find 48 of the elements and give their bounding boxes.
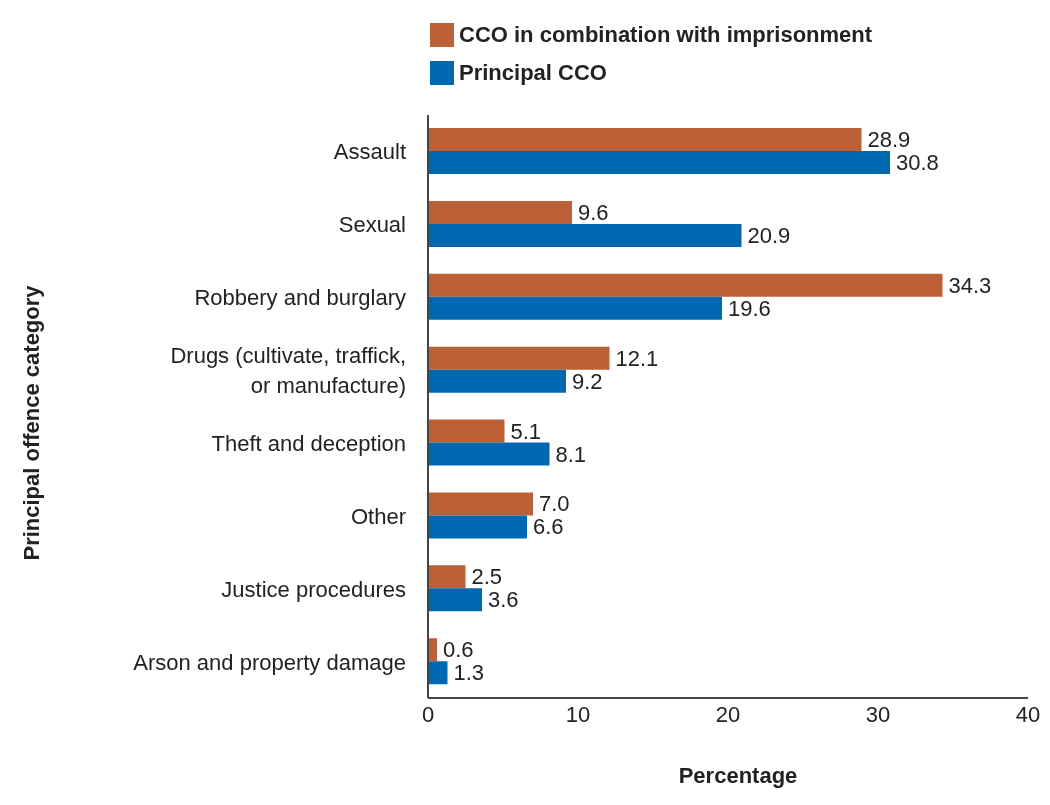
bar <box>428 369 566 393</box>
y-tick-label: Arson and property damage <box>133 649 406 675</box>
data-label: 1.3 <box>453 660 485 686</box>
y-tick-label: Assault <box>333 138 406 164</box>
bar <box>428 273 943 297</box>
bar <box>428 346 610 370</box>
x-tick-label: 10 <box>565 701 591 727</box>
x-tick-label: 20 <box>715 701 741 727</box>
y-tick-label: Other <box>350 503 406 529</box>
y-tick-label: Justice procedures <box>221 576 406 602</box>
data-label: 6.6 <box>533 514 564 540</box>
data-label: 12.1 <box>615 345 659 371</box>
data-label: 34.3 <box>948 272 992 298</box>
bar <box>428 128 862 152</box>
bar <box>428 200 572 224</box>
data-label: 3.6 <box>488 587 519 613</box>
bar <box>428 151 890 175</box>
legend-label: CCO in combination with imprisonment <box>459 22 873 48</box>
data-label: 9.6 <box>578 199 609 225</box>
bar <box>428 442 550 466</box>
data-label: 8.1 <box>555 441 587 467</box>
y-axis-title: Principal offence category <box>19 285 45 561</box>
data-label: 30.8 <box>896 150 939 176</box>
x-tick-label: 30 <box>865 701 891 727</box>
bar <box>428 588 482 612</box>
bar <box>428 565 466 589</box>
x-tick-label: 40 <box>1015 701 1041 727</box>
data-label: 19.6 <box>728 295 771 321</box>
data-label: 2.5 <box>471 564 503 590</box>
data-label: 7.0 <box>539 491 570 517</box>
bar <box>428 515 527 539</box>
data-label: 0.6 <box>443 637 474 663</box>
data-label: 5.1 <box>510 418 542 444</box>
data-label: 9.2 <box>572 368 603 394</box>
data-label: 20.9 <box>747 222 791 248</box>
y-tick-label: Sexual <box>338 211 406 237</box>
x-tick-label: 0 <box>421 701 435 727</box>
bar <box>428 419 505 443</box>
bar <box>428 223 742 247</box>
data-label: 28.9 <box>867 127 911 153</box>
y-tick-label: Drugs (cultivate, traffick, or manufacture) <box>170 342 406 398</box>
bar <box>428 492 533 516</box>
x-axis-title: Percentage <box>677 763 799 789</box>
bar <box>428 296 722 320</box>
y-tick-label: Theft and deception <box>211 430 406 456</box>
y-tick-label: Robbery and burglary <box>194 284 406 310</box>
bar <box>428 661 448 685</box>
legend-label: Principal CCO <box>459 60 607 86</box>
